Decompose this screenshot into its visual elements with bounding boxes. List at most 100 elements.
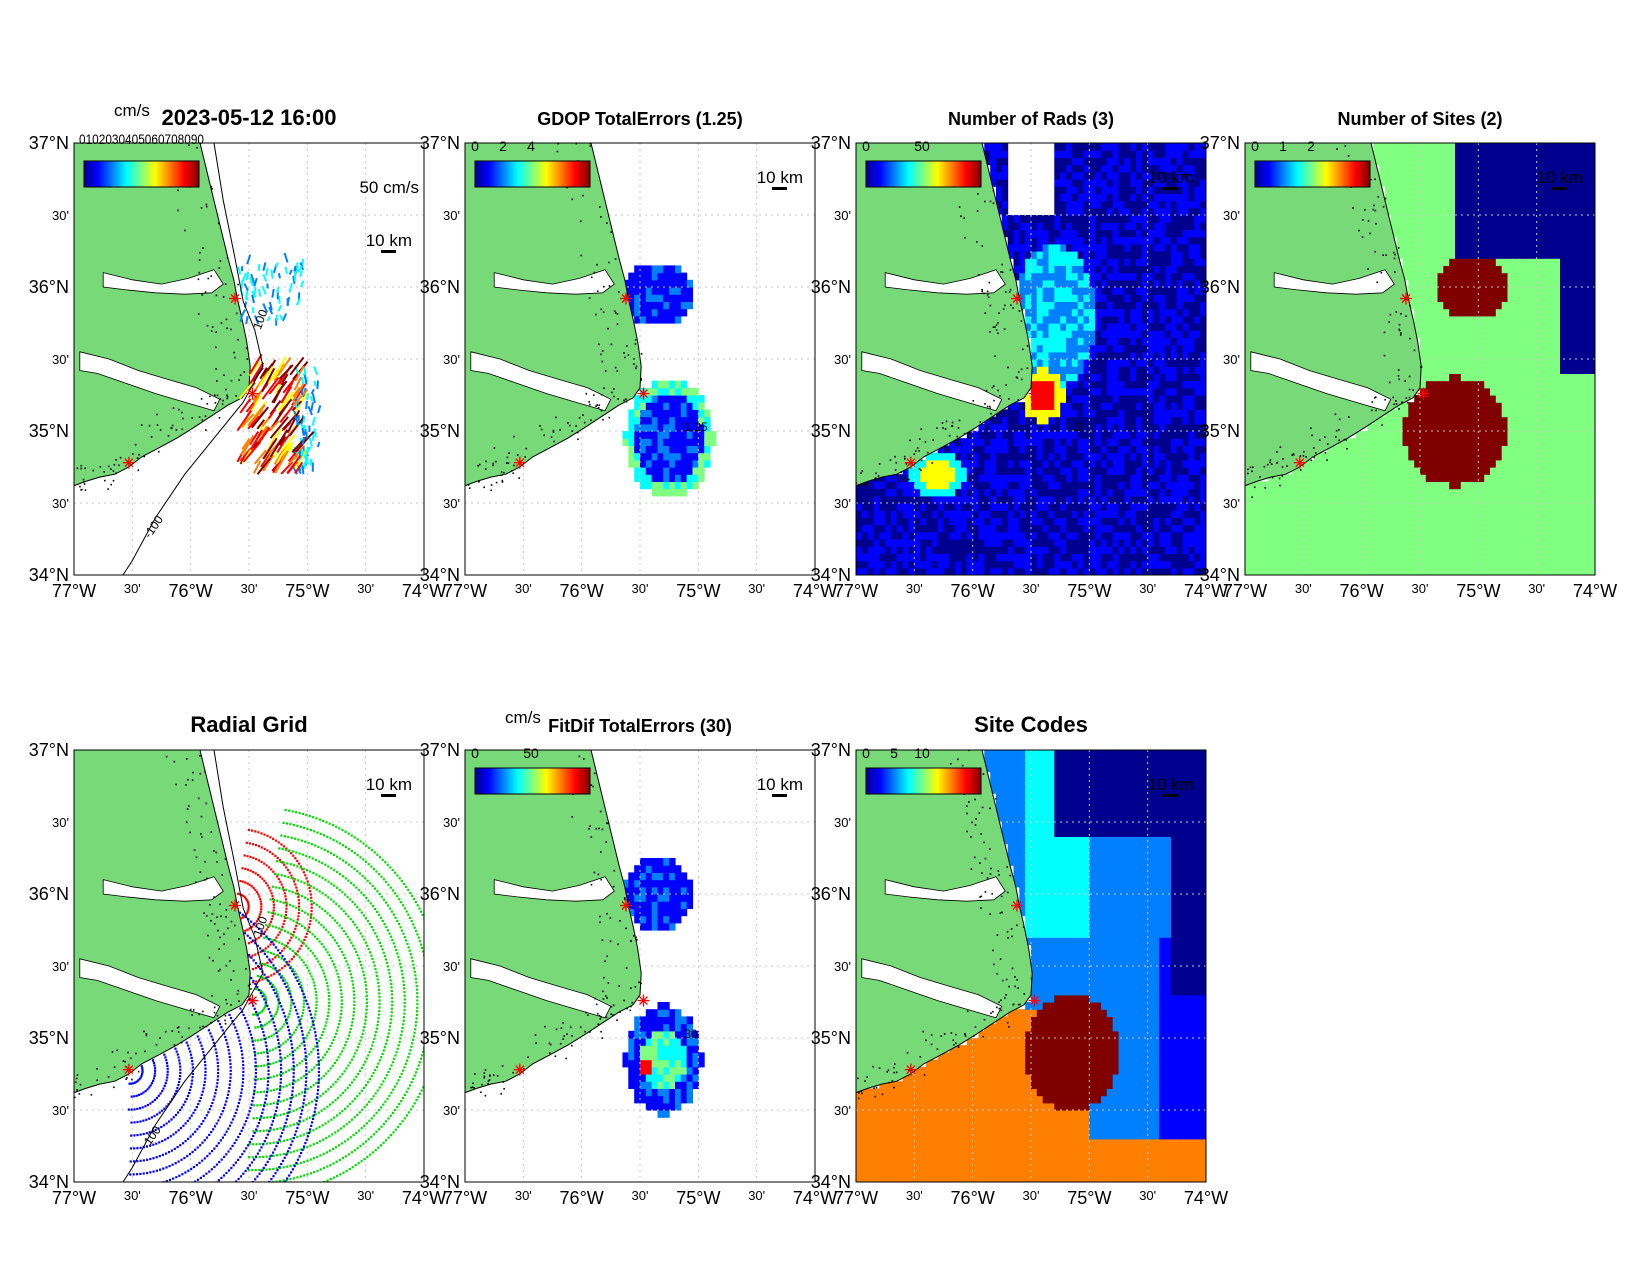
- coast-dot: [483, 486, 485, 489]
- data-cell: [1194, 380, 1201, 389]
- data-cell: [1112, 215, 1120, 223]
- data-cell: [1455, 359, 1462, 367]
- data-cell: [686, 445, 694, 454]
- data-cell: [1443, 495, 1450, 504]
- data-cell: [1350, 467, 1357, 475]
- data-cell: [1443, 459, 1450, 468]
- data-cell: [1367, 531, 1374, 540]
- data-cell: [1449, 351, 1456, 360]
- data-cell: [1118, 366, 1125, 374]
- data-cell: [1130, 445, 1137, 454]
- data-cell: [1449, 315, 1456, 324]
- data-cell: [996, 200, 1003, 209]
- data-cell: [861, 503, 869, 511]
- data-cell: [1042, 323, 1050, 331]
- data-cell: [1274, 524, 1281, 533]
- data-cell: [634, 409, 641, 418]
- data-cell: [1147, 143, 1155, 144]
- data-cell: [1147, 323, 1155, 331]
- data-cell: [1194, 481, 1201, 490]
- data-cell: [1182, 308, 1190, 317]
- data-cell: [1001, 567, 1009, 575]
- data-cell: [1478, 236, 1485, 245]
- data-cell: [990, 157, 997, 166]
- data-cell: [1176, 524, 1184, 533]
- coast-dot: [177, 189, 179, 192]
- data-cell: [1350, 445, 1357, 454]
- data-cell: [1437, 229, 1444, 238]
- data-cell: [1460, 222, 1468, 230]
- data-cell: [692, 467, 699, 475]
- data-cell: [1425, 301, 1433, 310]
- data-cell: [1297, 524, 1304, 533]
- data-cell: [1095, 258, 1102, 266]
- data-cell: [1466, 207, 1474, 216]
- data-cell: [1182, 272, 1190, 281]
- data-cell: [1188, 567, 1195, 575]
- data-cell: [984, 445, 991, 454]
- data-cell: [879, 539, 886, 547]
- data-cell: [1153, 452, 1160, 461]
- data-cell: [1350, 539, 1357, 547]
- data-cell: [1077, 524, 1085, 533]
- data-cell: [1425, 409, 1433, 418]
- data-cell: [1449, 416, 1456, 425]
- data-cell: [1373, 150, 1380, 158]
- coast-dot: [998, 312, 1000, 314]
- data-cell: [1194, 200, 1201, 209]
- data-cell: [1206, 237, 1212, 245]
- data-cell: [1130, 308, 1137, 317]
- data-cell: [1130, 495, 1137, 504]
- data-cell: [1141, 452, 1149, 461]
- data-cell: [1460, 344, 1468, 353]
- data-cell: [1455, 207, 1462, 216]
- data-cell: [1112, 207, 1120, 216]
- coast-dot: [963, 432, 966, 435]
- data-cell: [1077, 373, 1085, 382]
- lat-tick-label: 36°N: [811, 277, 851, 297]
- data-cell: [1171, 546, 1178, 554]
- data-cell: [1031, 294, 1038, 302]
- data-cell: [1472, 251, 1479, 259]
- data-cell: [1101, 431, 1108, 439]
- data-cell: [1194, 157, 1201, 166]
- data-cell: [657, 301, 664, 310]
- data-cell: [1060, 546, 1067, 554]
- site-marker-stroke: [639, 389, 648, 399]
- data-cell: [1147, 438, 1155, 446]
- data-cell: [1443, 222, 1450, 230]
- data-cell: [1285, 546, 1293, 554]
- data-cell: [856, 539, 863, 547]
- coast-dot: [918, 468, 921, 470]
- data-cell: [1095, 143, 1102, 151]
- data-cell: [1431, 279, 1439, 288]
- data-cell: [1136, 495, 1143, 504]
- data-cell: [1060, 553, 1067, 562]
- data-cell: [1268, 517, 1275, 526]
- data-cell: [651, 402, 659, 410]
- data-cell: [1194, 229, 1201, 238]
- data-cell: [990, 517, 997, 526]
- lon-tick-label: 76°W: [560, 581, 604, 601]
- data-cell: [1367, 495, 1374, 504]
- data-cell: [1048, 488, 1055, 497]
- data-cell: [1443, 524, 1450, 533]
- data-cell: [1443, 560, 1450, 569]
- data-cell: [1431, 186, 1439, 194]
- data-cell: [1141, 265, 1149, 274]
- data-cell: [920, 546, 927, 554]
- coast-dot: [492, 464, 494, 467]
- data-cell: [1060, 323, 1067, 331]
- data-cell: [1106, 481, 1114, 490]
- data-cell: [1437, 510, 1444, 518]
- data-cell: [1420, 330, 1427, 338]
- data-cell: [1396, 539, 1404, 547]
- data-cell: [1425, 488, 1433, 497]
- data-cell: [1153, 387, 1160, 396]
- data-cell: [914, 467, 921, 475]
- data-cell: [1420, 503, 1427, 511]
- data-cell: [634, 438, 641, 446]
- data-cell: [896, 143, 904, 144]
- data-cell: [1437, 452, 1444, 461]
- data-cell: [1431, 215, 1439, 223]
